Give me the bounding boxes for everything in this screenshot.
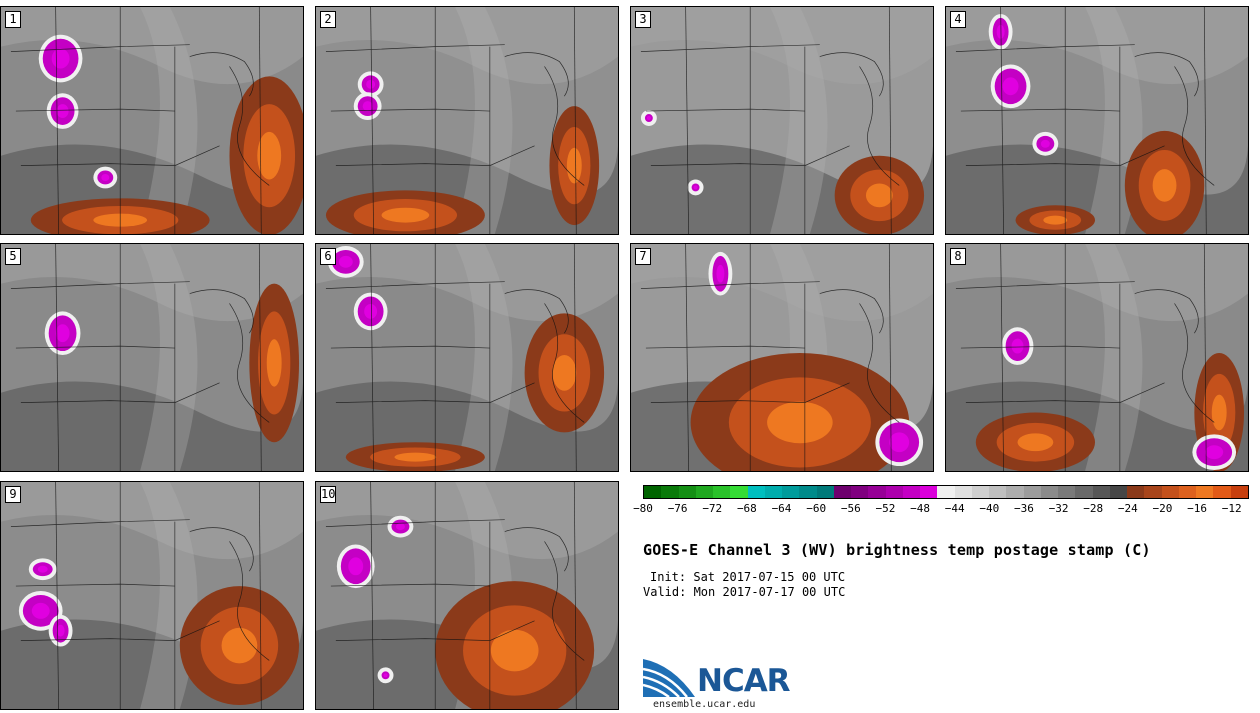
panel-number-label: 6 [320, 248, 336, 265]
water-vapor-field [631, 244, 933, 471]
colorbar-swatch [937, 486, 955, 498]
colorbar-swatch [747, 486, 765, 498]
colorbar-swatch [1023, 486, 1041, 498]
colorbar-swatch [833, 486, 851, 498]
forecast-panel: 2 [315, 6, 619, 235]
forecast-panel: 6 [315, 243, 619, 472]
water-vapor-field [946, 244, 1248, 471]
colorbar-swatch [1161, 486, 1179, 498]
panel-number-label: 3 [635, 11, 651, 28]
colorbar-tick: −32 [1048, 502, 1069, 515]
colorbar-swatch [644, 486, 662, 498]
panel-number-label: 7 [635, 248, 651, 265]
colorbar-swatch [1127, 486, 1145, 498]
colorbar-swatch [1196, 486, 1214, 498]
colorbar-swatch [902, 486, 920, 498]
panel-number-label: 8 [950, 248, 966, 265]
colorbar-swatch [1092, 486, 1110, 498]
colorbar-tick: −36 [1013, 502, 1034, 515]
website-url: ensemble.ucar.edu [653, 699, 756, 710]
colorbar-tick: −24 [1117, 502, 1138, 515]
figure-title: GOES-E Channel 3 (WV) brightness temp po… [643, 541, 1151, 559]
panel-number-label: 9 [5, 486, 21, 503]
colorbar-tick: −20 [1152, 502, 1173, 515]
ncar-logo-text: NCAR [697, 663, 791, 699]
water-vapor-field [316, 7, 618, 234]
colorbar-tick: −68 [736, 502, 757, 515]
colorbar-swatch [1213, 486, 1231, 498]
forecast-panel: 5 [0, 243, 304, 472]
water-vapor-field [316, 244, 618, 471]
colorbar-swatch [1109, 486, 1127, 498]
colorbar-swatch [989, 486, 1007, 498]
colorbar-swatch [885, 486, 903, 498]
colorbar-tick: −80 [633, 502, 653, 515]
forecast-panel: 1 [0, 6, 304, 235]
colorbar-swatch [695, 486, 713, 498]
colorbar-tick: −48 [910, 502, 930, 515]
colorbar-swatch [1075, 486, 1093, 498]
colorbar-swatch [730, 486, 748, 498]
water-vapor-field [1, 244, 303, 471]
colorbar-swatch [764, 486, 782, 498]
forecast-panel: 7 [630, 243, 934, 472]
colorbar-swatch [678, 486, 696, 498]
colorbar-swatch [661, 486, 679, 498]
forecast-panel: 4 [945, 6, 1249, 235]
forecast-panel: 3 [630, 6, 934, 235]
forecast-panel: 8 [945, 243, 1249, 472]
colorbar-swatch [782, 486, 800, 498]
colorbar-tick: −72 [702, 502, 723, 515]
colorbar-swatch [1230, 486, 1248, 498]
water-vapor-field [946, 7, 1248, 234]
colorbar-tick: −40 [979, 502, 1000, 515]
colorbar-swatch [799, 486, 817, 498]
colorbar-swatch [1006, 486, 1024, 498]
colorbar-tick: −64 [771, 502, 792, 515]
panel-number-label: 2 [320, 11, 336, 28]
panel-number-label: 5 [5, 248, 21, 265]
forecast-panel: 9 [0, 481, 304, 710]
colorbar-tick: −76 [667, 502, 688, 515]
water-vapor-field [631, 7, 933, 234]
water-vapor-field [1, 7, 303, 234]
valid-time: Valid: Mon 2017-07-17 00 UTC [643, 585, 846, 599]
forecast-panel: 10 [315, 481, 619, 710]
panel-number-label: 10 [320, 486, 336, 503]
panel-number-label: 1 [5, 11, 21, 28]
water-vapor-field [1, 482, 303, 709]
colorbar-swatch [1144, 486, 1162, 498]
colorbar-swatch [920, 486, 938, 498]
colorbar-swatch [851, 486, 869, 498]
colorbar-tick: −52 [875, 502, 896, 515]
colorbar-tick: −12 [1221, 502, 1242, 515]
colorbar-swatch [713, 486, 731, 498]
colorbar-swatch [971, 486, 989, 498]
colorbar-tick-labels: −80 −76 −72 −68 −64 −60 −56 −52 −48 −44 −40 −36 −32 −… [633, 502, 1249, 516]
water-vapor-field [316, 482, 618, 709]
colorbar-swatch [1040, 486, 1058, 498]
colorbar-tick: −16 [1187, 502, 1207, 515]
colorbar-tick: −56 [840, 502, 861, 515]
colorbar-swatch [816, 486, 834, 498]
colorbar-tick: −60 [806, 502, 827, 515]
colorbar-swatch [868, 486, 886, 498]
colorbar-tick: −28 [1083, 502, 1104, 515]
ncar-logo-icon [643, 659, 695, 699]
colorbar [643, 485, 1249, 499]
init-time: Init: Sat 2017-07-15 00 UTC [650, 570, 846, 584]
colorbar-tick: −44 [944, 502, 965, 515]
colorbar-swatch [1178, 486, 1196, 498]
colorbar-swatch [954, 486, 972, 498]
colorbar-swatch [1058, 486, 1076, 498]
panel-number-label: 4 [950, 11, 966, 28]
